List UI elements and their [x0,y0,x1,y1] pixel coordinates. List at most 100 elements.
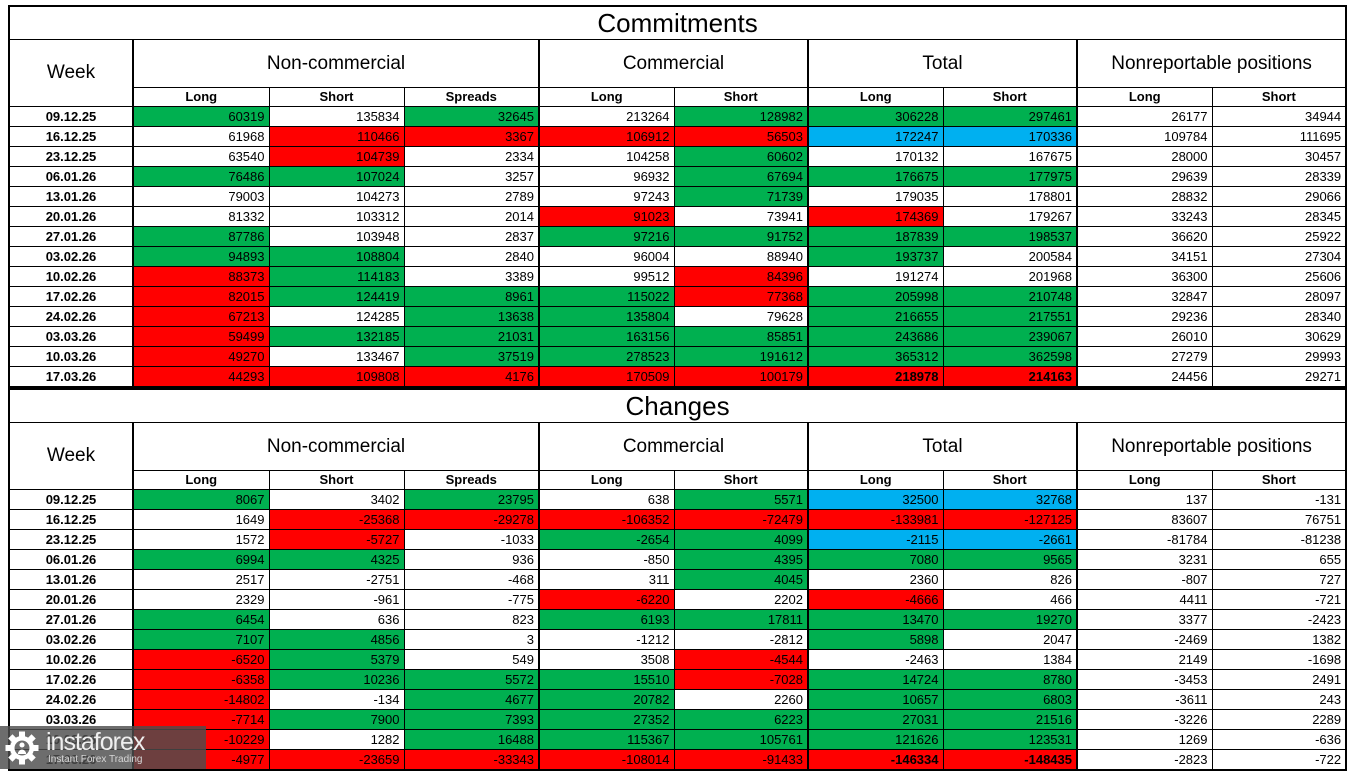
value-cell: 82015 [132,286,270,307]
value-cell: 179267 [942,206,1078,227]
value-cell: 97243 [538,186,675,207]
value-cell: 30457 [1211,146,1347,167]
value-cell: 37519 [403,346,540,367]
value-cell: 210748 [942,286,1078,307]
value-cell: 365312 [807,346,944,367]
value-cell: 4395 [673,549,809,570]
week-cell: 06.01.26 [8,549,134,570]
value-cell: 218978 [807,366,944,388]
value-cell: 16488 [403,729,540,750]
table-row: 16.12.25 61968 110466 3367 106912 56503 172247… [8,126,1347,147]
value-cell: 1282 [268,729,405,750]
value-cell: 36620 [1076,226,1213,247]
value-cell: 114183 [268,266,405,287]
value-cell: 4677 [403,689,540,710]
value-cell: 32500 [807,489,944,510]
value-cell: -131 [1211,489,1347,510]
table-row: 03.03.26 -7714 7900 7393 27352 6223 27031 21516… [8,709,1347,730]
value-cell: 2329 [132,589,270,610]
week-cell: 03.02.26 [8,629,134,650]
value-cell: 2840 [403,246,540,267]
group-header-nonreportable-positions: Nonreportable positions [1075,422,1347,471]
value-cell: 25922 [1211,226,1347,247]
value-cell: 34944 [1211,106,1347,127]
value-cell: 10657 [807,689,944,710]
value-cell: 109784 [1076,126,1213,147]
value-cell: 128982 [673,106,809,127]
value-cell: -33343 [403,749,540,771]
value-cell: 21516 [942,709,1078,730]
column-header-commercial-long: Long [538,87,675,107]
value-cell: 32768 [942,489,1078,510]
value-cell: 29993 [1211,346,1347,367]
value-cell: -2115 [807,529,944,550]
week-cell: 23.12.25 [8,146,134,167]
column-header-total-short: Short [942,87,1078,107]
value-cell: 71739 [673,186,809,207]
value-cell: 466 [942,589,1078,610]
value-cell: 4411 [1076,589,1213,610]
value-cell: 29236 [1076,306,1213,327]
value-cell: 105761 [673,729,809,750]
column-header-nonreportable-positions-long: Long [1076,470,1213,490]
value-cell: 123531 [942,729,1078,750]
value-cell: -91433 [673,749,809,771]
table-row: 10.02.26 88373 114183 3389 99512 84396 191274 2… [8,266,1347,287]
value-cell: 29639 [1076,166,1213,187]
table-row: 10.03.26 49270 133467 37519 278523 191612 3653… [8,346,1347,367]
week-cell: 17.03.26 [8,749,134,771]
value-cell: -961 [268,589,405,610]
table-row: 17.03.26 44293 109808 4176 170509 100179 21897… [8,366,1347,388]
week-cell: 17.02.26 [8,286,134,307]
week-cell: 10.02.26 [8,649,134,670]
value-cell: 135834 [268,106,405,127]
value-cell: -10229 [132,729,270,750]
value-cell: 27279 [1076,346,1213,367]
value-cell: 3 [403,629,540,650]
value-cell: 243 [1211,689,1347,710]
value-cell: -134 [268,689,405,710]
value-cell: 110466 [268,126,405,147]
group-header-non-commercial: Non-commercial [132,39,540,88]
value-cell: 88373 [132,266,270,287]
value-cell: 362598 [942,346,1078,367]
value-cell: 167675 [942,146,1078,167]
value-cell: 638 [538,489,675,510]
value-cell: 61968 [132,126,270,147]
value-cell: 170132 [807,146,944,167]
value-cell: 20782 [538,689,675,710]
value-cell: 205998 [807,286,944,307]
value-cell: 103948 [268,226,405,247]
value-cell: 3389 [403,266,540,287]
value-cell: 28097 [1211,286,1347,307]
value-cell: 163156 [538,326,675,347]
column-header-non-commercial-long: Long [132,470,270,490]
value-cell: 6803 [942,689,1078,710]
value-cell: -72479 [673,509,809,530]
value-cell: 28000 [1076,146,1213,167]
value-cell: 2260 [673,689,809,710]
value-cell: 6193 [538,609,675,630]
value-cell: -6220 [538,589,675,610]
group-header-total: Total [807,39,1078,88]
value-cell: 104273 [268,186,405,207]
table-row: 06.01.26 6994 4325 936 -850 4395 7080 9565 3231 6… [8,549,1347,570]
column-header-nonreportable-positions-short: Short [1211,87,1347,107]
value-cell: 85851 [673,326,809,347]
value-cell: -1212 [538,629,675,650]
value-cell: 63540 [132,146,270,167]
value-cell: 3257 [403,166,540,187]
value-cell: -7028 [673,669,809,690]
week-cell: 17.02.26 [8,669,134,690]
value-cell: 2202 [673,589,809,610]
changes-table: Changes Week Non-commercial Commercial Total… [8,388,1348,771]
value-cell: 6994 [132,549,270,570]
value-cell: 5898 [807,629,944,650]
week-cell: 20.01.26 [8,589,134,610]
value-cell: 17811 [673,609,809,630]
table-row: 13.01.26 79003 104273 2789 97243 71739 179035 1… [8,186,1347,207]
table-row: 17.02.26 -6358 10236 5572 15510 -7028 14724 878… [8,669,1347,690]
value-cell: 81332 [132,206,270,227]
value-cell: 172247 [807,126,944,147]
value-cell: 826 [942,569,1078,590]
